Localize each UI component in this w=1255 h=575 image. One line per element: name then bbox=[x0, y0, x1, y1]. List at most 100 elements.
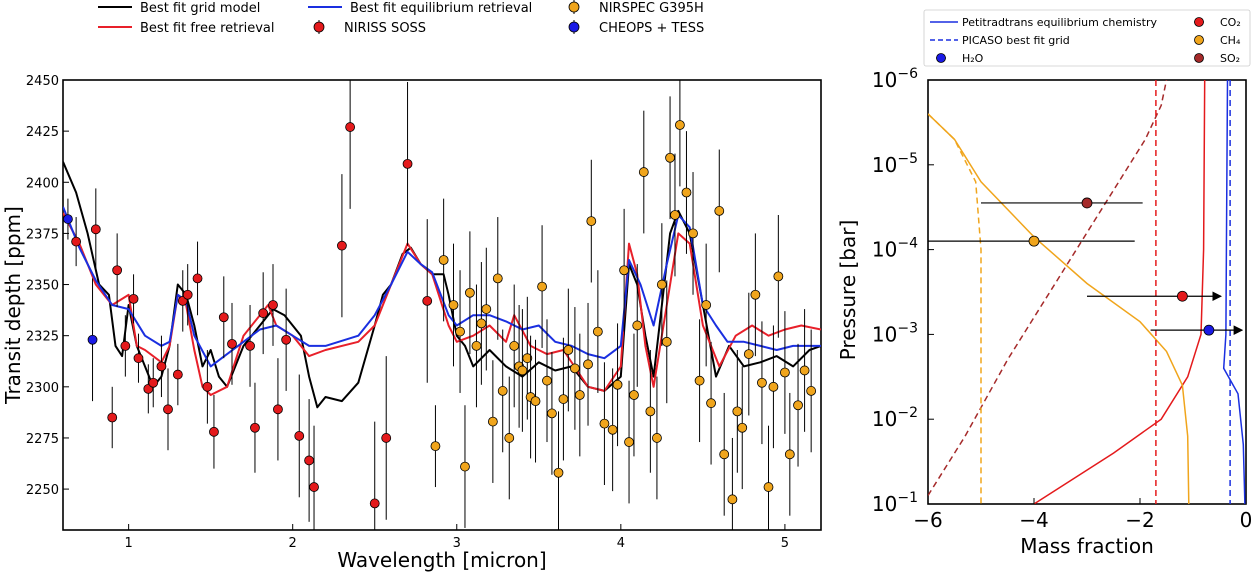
nirspec-g395h-point-4 bbox=[460, 461, 470, 472]
niriss-soss-point-32 bbox=[402, 158, 413, 169]
y-tick-label-2375: 2375 bbox=[26, 227, 59, 242]
nirspec-g395h-point-32 bbox=[612, 379, 623, 390]
legend-marker-nirspec bbox=[568, 0, 580, 14]
nirspec-g395h-point-23 bbox=[558, 394, 569, 404]
cheops-tess-group bbox=[63, 198, 98, 402]
y-tick-label-2400: 2400 bbox=[26, 176, 59, 191]
nirspec-g395h-point-49 bbox=[706, 398, 716, 409]
y-tick-label-2275: 2275 bbox=[26, 432, 59, 447]
r-y-tick-exponent--3: −3 bbox=[897, 320, 918, 336]
nirspec-g395h-point-5 bbox=[464, 287, 475, 298]
nirspec-g395h-point-58 bbox=[763, 482, 774, 492]
niriss-soss-group bbox=[71, 80, 433, 530]
co2-solid-line bbox=[1033, 80, 1206, 504]
h2o-solid-line bbox=[1222, 80, 1246, 504]
niriss-soss-point-21 bbox=[258, 308, 269, 319]
so2-dashed-line bbox=[928, 80, 1168, 496]
legend-label-grid: Best fit grid model bbox=[140, 1, 260, 16]
nirspec-g395h-point-47 bbox=[694, 375, 705, 386]
nirspec-g395h-point-56 bbox=[750, 289, 761, 300]
nirspec-g395h-point-31 bbox=[607, 424, 618, 435]
transit-spectrum-panel: 1 2 3 4 5 2250 2275 2300 2325 2350 2375 2400 2425 245… bbox=[1, 74, 822, 572]
nirspec-g395h-point-46 bbox=[688, 228, 698, 239]
y-tick-label-2350: 2350 bbox=[26, 279, 59, 294]
nirspec-g395h-point-33 bbox=[619, 265, 630, 276]
x-tick-label-3: 3 bbox=[453, 536, 461, 551]
niriss-soss-point-18 bbox=[227, 338, 237, 349]
niriss-soss-point-16 bbox=[209, 426, 219, 437]
legend-marker-h2o bbox=[936, 53, 946, 63]
niriss-soss-point-4 bbox=[120, 341, 131, 351]
niriss-soss-point-30 bbox=[369, 498, 380, 509]
right-legend: Petitradtrans equilibrium chemistry PICA… bbox=[923, 9, 1251, 67]
r-y-tick-label--6: 10−6 bbox=[872, 66, 918, 92]
legend-marker-so2 bbox=[1194, 53, 1204, 63]
nirspec-g395h-point-39 bbox=[652, 433, 662, 443]
nirspec-g395h-point-7 bbox=[476, 318, 487, 329]
nirspec-g395h-point-43 bbox=[670, 210, 680, 220]
r-y-tick-label--3: 10−3 bbox=[872, 320, 918, 346]
nirspec-g395h-point-1 bbox=[438, 255, 449, 265]
nirspec-g395h-point-0 bbox=[430, 441, 441, 452]
nirspec-g395h-point-63 bbox=[793, 400, 803, 411]
y-tick-label-2325: 2325 bbox=[26, 330, 59, 345]
nirspec-g395h-point-25 bbox=[569, 363, 580, 374]
nirspec-g395h-point-18 bbox=[530, 396, 541, 407]
nirspec-g395h-point-6 bbox=[471, 341, 482, 351]
y-tick-label-2425: 2425 bbox=[26, 125, 59, 140]
nirspec-g395h-point-26 bbox=[574, 390, 585, 400]
r-x-tick-label-0: 0 bbox=[1240, 508, 1253, 532]
r-y-tick-label--1: 10−1 bbox=[872, 490, 918, 516]
h2o-retrieved-point-0 bbox=[1203, 324, 1215, 336]
right-series-group bbox=[928, 80, 1246, 504]
nirspec-g395h-point-10 bbox=[492, 273, 503, 284]
y-axis-title-transit-depth: Transit depth [ppm] bbox=[1, 206, 25, 405]
nirspec-g395h-point-53 bbox=[732, 406, 743, 417]
niriss-soss-point-22 bbox=[268, 300, 278, 310]
y-axis-title-pressure: Pressure [bar] bbox=[836, 220, 860, 361]
nirspec-g395h-point-38 bbox=[645, 406, 656, 417]
niriss-soss-point-8 bbox=[148, 377, 159, 388]
y-tick-label-2450: 2450 bbox=[26, 74, 59, 89]
nirspec-g395h-point-52 bbox=[727, 494, 738, 505]
cheops-tess-point-1 bbox=[87, 334, 98, 345]
niriss-soss-point-0 bbox=[71, 236, 82, 247]
x-axis-title-wavelength: Wavelength [micron] bbox=[337, 548, 546, 572]
nirspec-g395h-group bbox=[430, 80, 817, 530]
niriss-soss-point-27 bbox=[309, 482, 319, 492]
nirspec-g395h-point-50 bbox=[714, 206, 725, 216]
niriss-soss-point-20 bbox=[250, 422, 260, 433]
legend-label-h2o: H₂O bbox=[962, 52, 984, 65]
niriss-soss-point-1 bbox=[90, 224, 101, 235]
legend-label-picaso: PICASO best fit grid bbox=[962, 34, 1070, 47]
niriss-soss-point-2 bbox=[107, 412, 118, 423]
niriss-soss-point-19 bbox=[245, 341, 255, 351]
niriss-soss-point-28 bbox=[337, 240, 347, 251]
x-tick-label-4: 4 bbox=[617, 536, 625, 551]
niriss-soss-point-10 bbox=[163, 404, 173, 415]
nirspec-g395h-point-40 bbox=[656, 279, 667, 290]
nirspec-g395h-point-16 bbox=[522, 353, 533, 364]
legend-label-ch4: CH₄ bbox=[1220, 34, 1241, 47]
r-y-tick-label--5: 10−5 bbox=[872, 151, 918, 177]
mass-fraction-panel: −6 −4 −2 0 10−6 10−5 10−4 10−3 10−2 10−1 Mass fra… bbox=[836, 66, 1252, 558]
x-tick-label-2: 2 bbox=[289, 536, 297, 551]
nirspec-g395h-point-51 bbox=[719, 449, 730, 460]
nirspec-g395h-point-22 bbox=[553, 467, 564, 478]
r-y-tick-exponent--1: −1 bbox=[897, 490, 918, 506]
left-legend: Best fit grid model Best fit free retrie… bbox=[98, 0, 704, 36]
niriss-soss-point-25 bbox=[294, 431, 305, 441]
right-legend-box bbox=[923, 9, 1251, 67]
legend-label-free: Best fit free retrieval bbox=[140, 21, 274, 36]
nirspec-g395h-point-42 bbox=[665, 152, 675, 163]
niriss-soss-point-26 bbox=[304, 455, 315, 466]
x-axis-title-mass-fraction: Mass fraction bbox=[1020, 534, 1154, 558]
nirspec-g395h-point-2 bbox=[448, 300, 459, 310]
nirspec-g395h-point-62 bbox=[784, 449, 795, 460]
niriss-soss-point-17 bbox=[218, 312, 229, 323]
nirspec-g395h-point-57 bbox=[757, 377, 767, 388]
legend-label-so2: SO₂ bbox=[1220, 52, 1240, 65]
nirspec-g395h-point-64 bbox=[799, 365, 810, 376]
niriss-soss-point-6 bbox=[133, 353, 144, 364]
